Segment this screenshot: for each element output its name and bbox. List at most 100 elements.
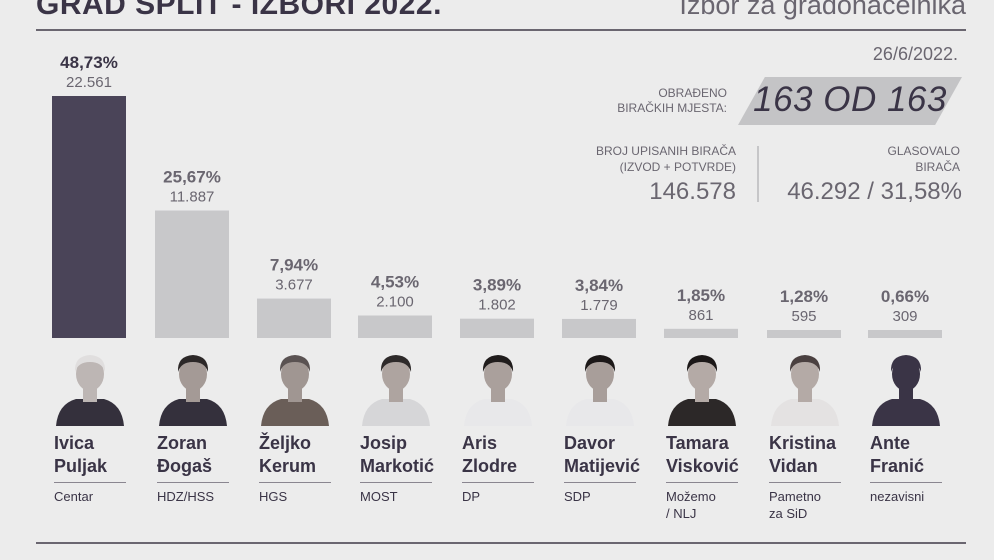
candidate-divider [54, 482, 126, 483]
processed-value-background [738, 77, 962, 125]
processed-label: OBRAĐENO BIRAČKIH MJESTA: [607, 86, 727, 116]
bar-votes-label: 2.100 [376, 294, 414, 311]
bar-votes-label: 595 [791, 308, 816, 325]
registered-label-line: (IZVOD + POTVRDE) [619, 160, 736, 174]
candidate-first-name: Davor [564, 433, 616, 453]
bar-percent-label: 0,66% [881, 287, 929, 306]
bar-votes-label: 11.887 [170, 189, 215, 206]
candidate-first-name: Kristina [769, 433, 837, 453]
registered-label-line: BROJ UPISANIH BIRAČA [595, 144, 736, 158]
bar-6 [664, 328, 738, 338]
candidate-party: HDZ/HSS [157, 488, 237, 505]
bar-votes-label: 861 [688, 307, 713, 324]
candidate-name: Ante Franić [870, 432, 970, 478]
bar-2 [257, 298, 331, 338]
bar-percent-label: 3,89% [473, 276, 521, 295]
portrait-icon [257, 346, 333, 426]
bar-percent-label: 48,73% [60, 53, 118, 72]
bar-percent-label: 1,85% [677, 286, 725, 305]
portrait-icon [52, 346, 128, 426]
candidate-party: MOST [360, 488, 440, 505]
candidate-party-line: MOST [360, 489, 398, 504]
candidate-first-name: Zoran [157, 433, 208, 453]
candidate-party-line: Pametno [769, 489, 822, 504]
candidate-last-name: Visković [666, 456, 739, 476]
candidate-first-name: Aris [462, 433, 498, 453]
portrait-icon [460, 346, 536, 426]
candidate-party-line: Centar [54, 489, 94, 504]
candidate-last-name: Kerum [259, 456, 317, 476]
stats-divider [757, 146, 759, 202]
candidate-divider [769, 482, 841, 483]
bar-percent-label: 25,67% [163, 168, 221, 187]
candidate-last-name: Vidan [769, 456, 818, 476]
bar-3 [358, 315, 432, 338]
processed-label-line: OBRAĐENO [658, 86, 727, 100]
portrait-icon [767, 346, 843, 426]
bar-votes-label: 1.779 [580, 297, 618, 314]
registered-voters-label: BROJ UPISANIH BIRAČA (IZVOD + POTVRDE) [560, 143, 736, 175]
candidate-party: SDP [564, 488, 644, 505]
candidate-name: Tamara Visković [666, 432, 766, 478]
candidate-party: Možemo / NLJ [666, 488, 746, 522]
bar-percent-label: 3,84% [575, 276, 623, 295]
candidate-party: Pametno za SiD [769, 488, 849, 522]
bar-votes-label: 22.561 [66, 74, 112, 91]
candidate-name: Kristina Vidan [769, 432, 869, 478]
candidate-party-line: za SiD [769, 506, 808, 521]
registered-voters-value: 146.578 [649, 178, 736, 205]
candidate-party-line: Možemo [666, 489, 716, 504]
bar-votes-label: 3.677 [275, 277, 313, 294]
candidate-last-name: Matijević [564, 456, 641, 476]
candidate-first-name: Željko [259, 433, 312, 453]
candidate-party-line: SDP [564, 489, 591, 504]
candidate-divider [564, 482, 636, 483]
candidate-party: DP [462, 488, 542, 505]
candidate-name: Josip Markotić [360, 432, 460, 478]
candidate-first-name: Ivica [54, 433, 95, 453]
page-title: GRAD SPLIT - IZBORI 2022. [36, 0, 442, 21]
candidate-first-name: Josip [360, 433, 408, 453]
footer-divider [36, 542, 966, 544]
candidate-last-name: Puljak [54, 456, 108, 476]
candidate-last-name: Franić [870, 456, 925, 476]
candidate-name: Željko Kerum [259, 432, 359, 478]
portrait-icon [155, 346, 231, 426]
portrait-icon [562, 346, 638, 426]
candidate-party-line: HDZ/HSS [157, 489, 215, 504]
candidate-last-name: Zlodre [462, 456, 518, 476]
bar-4 [460, 318, 534, 338]
results-bar-chart: 48,73% 22.561 25,67% 11.887 7,94% 3.677 4,53% 2… [52, 53, 942, 338]
turnout-label: GLASOVALO BIRAČA [770, 143, 960, 175]
candidate-last-name: Markotić [360, 456, 435, 476]
page-subtitle: Izbor za gradonačelnika [679, 0, 966, 20]
bar-percent-label: 1,28% [780, 287, 828, 306]
candidate-name: Davor Matijević [564, 432, 664, 478]
date-label: 26/6/2022. [872, 44, 958, 64]
bar-0 [52, 96, 126, 338]
bar-5 [562, 318, 636, 338]
turnout-label-line: GLASOVALO [887, 144, 960, 158]
bar-7 [767, 330, 841, 338]
candidate-party-line: nezavisni [870, 489, 925, 504]
processed-label-line: BIRAČKIH MJESTA: [617, 101, 727, 115]
processed-value-box: 163 OD 163 [738, 77, 962, 125]
processed-value: 163 OD 163 [753, 80, 947, 119]
candidate-divider [259, 482, 331, 483]
candidate-divider [870, 482, 942, 483]
portrait-icon [358, 346, 434, 426]
candidate-party: nezavisni [870, 488, 950, 505]
candidate-divider [157, 482, 229, 483]
bar-votes-label: 1.802 [478, 297, 516, 314]
turnout-label-line: BIRAČA [915, 160, 960, 174]
portrait-icon [664, 346, 740, 426]
candidate-divider [462, 482, 534, 483]
candidate-divider [666, 482, 738, 483]
silhouette-icon [868, 346, 944, 426]
turnout-value: 46.292 / 31,58% [787, 178, 962, 205]
bar-percent-label: 4,53% [371, 273, 419, 292]
candidate-name: Aris Zlodre [462, 432, 562, 478]
candidate-party-line: HGS [259, 489, 288, 504]
candidate-name: Ivica Puljak [54, 432, 154, 478]
candidate-name: Zoran Đogaš [157, 432, 257, 478]
